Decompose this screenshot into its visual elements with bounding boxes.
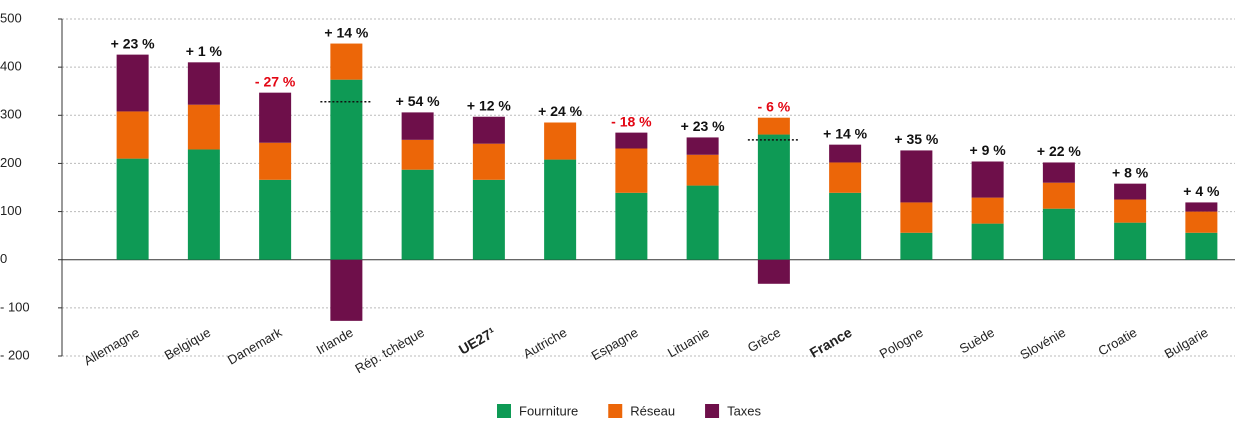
x-tick-label: Irlande [314, 325, 356, 358]
bar-segment [116, 54, 149, 112]
bar-segment [1114, 222, 1147, 260]
change-label: + 9 % [970, 142, 1007, 158]
change-label: + 24 % [538, 103, 583, 119]
bar-segment [401, 139, 434, 170]
y-tick-label: 500 [0, 10, 22, 25]
legend-label: Fourniture [519, 403, 578, 418]
x-tick-label: Grèce [745, 325, 783, 356]
y-tick-label: 300 [0, 107, 22, 122]
bar-segment [900, 202, 933, 233]
legend-swatch [497, 404, 511, 418]
change-label: + 23 % [111, 35, 156, 51]
bar-segment [829, 162, 862, 193]
bar-segment [472, 116, 505, 144]
bar-segment [472, 179, 505, 260]
bar-segment [757, 117, 790, 135]
change-label: + 14 % [324, 24, 369, 40]
bar-segment [829, 192, 862, 260]
bar-segment [757, 259, 790, 284]
x-tick-label: Croatie [1096, 325, 1140, 359]
bar-segment [401, 169, 434, 260]
bar-segment [1185, 202, 1218, 212]
bar-segment [187, 149, 220, 260]
change-label: - 27 % [255, 73, 296, 89]
x-tick-label: Belgique [162, 325, 213, 363]
change-label: + 22 % [1037, 143, 1082, 159]
x-tick-label: UE27¹ [456, 324, 499, 358]
y-tick-label: - 100 [0, 299, 30, 314]
y-tick-label: 400 [0, 59, 22, 74]
bar-segment [401, 112, 434, 140]
change-label: + 1 % [186, 43, 223, 59]
bar-segment [900, 232, 933, 260]
x-tick-label: Slovénie [1017, 325, 1068, 363]
change-label: - 18 % [611, 113, 652, 129]
x-tick-label: Espagne [589, 325, 641, 364]
bar-segment [1114, 199, 1147, 223]
change-label: + 12 % [467, 97, 512, 113]
y-tick-label: 100 [0, 203, 22, 218]
bar-segment [259, 142, 292, 180]
change-label: - 6 % [758, 98, 791, 114]
legend-label: Taxes [727, 403, 761, 418]
bar-segment [1185, 211, 1218, 233]
x-tick-label: Rép. tchèque [352, 325, 426, 377]
bar-segment [472, 143, 505, 180]
change-label: + 14 % [823, 125, 868, 141]
bar-segment [116, 158, 149, 260]
y-tick-label: 200 [0, 155, 22, 170]
bar-segment [187, 62, 220, 105]
bar-segment [900, 150, 933, 203]
bar-segment [615, 132, 648, 149]
bar-segment [1042, 162, 1075, 183]
bar-segment [1185, 232, 1218, 260]
legend-swatch [608, 404, 623, 418]
bar-segment [686, 154, 719, 186]
bar-segment [686, 185, 719, 260]
x-tick-label: Lituanie [665, 325, 712, 361]
bar-segment [1042, 208, 1075, 260]
y-tick-label: - 200 [0, 347, 30, 362]
bar-segment [330, 259, 363, 321]
bar-segment [686, 137, 719, 155]
x-tick-label: Allemagne [81, 325, 142, 369]
change-label: + 35 % [894, 131, 939, 147]
bar-segment [330, 79, 363, 260]
bar-segment [757, 134, 790, 260]
change-label: + 54 % [396, 93, 441, 109]
bar-segment [971, 223, 1004, 260]
bar-segment [615, 148, 648, 193]
bar-segment [1114, 183, 1147, 200]
bar-segment [615, 192, 648, 260]
bar-segment [829, 144, 862, 163]
bar-segment [1042, 182, 1075, 209]
bar-segment [971, 197, 1004, 224]
bar-segment [187, 104, 220, 150]
bar-segment [259, 179, 292, 260]
bar-segment [544, 159, 577, 260]
legend-label: Réseau [630, 403, 675, 418]
bar-segment [544, 122, 577, 160]
change-label: + 4 % [1183, 183, 1220, 199]
bar-segment [259, 92, 292, 143]
change-label: + 23 % [681, 118, 726, 134]
y-tick-label: 0 [0, 251, 7, 266]
x-tick-label: Danemark [225, 324, 285, 367]
x-tick-label: France [807, 324, 855, 361]
legend-swatch [705, 404, 720, 418]
change-label: + 8 % [1112, 164, 1149, 180]
bar-segment [116, 111, 149, 159]
bar-segment [971, 161, 1004, 198]
bar-segment [330, 43, 363, 80]
x-tick-label: Suède [957, 325, 997, 357]
